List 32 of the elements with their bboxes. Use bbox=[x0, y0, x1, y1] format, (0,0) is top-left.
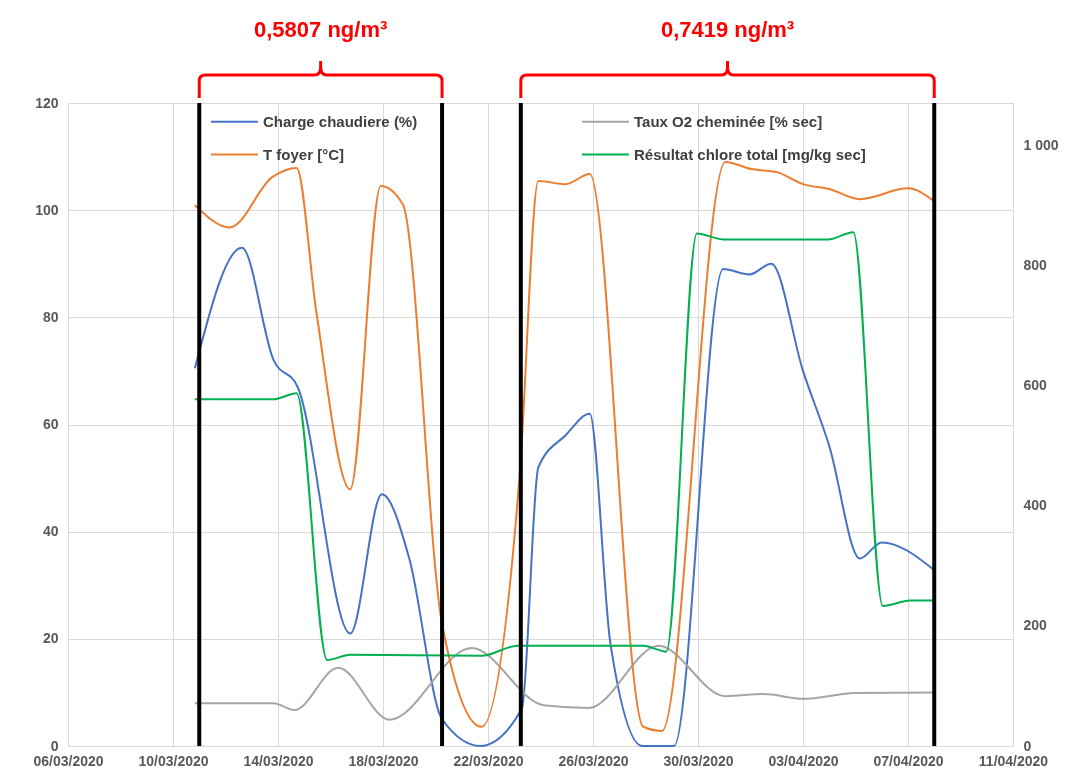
legend-label: T foyer [°C] bbox=[263, 145, 344, 163]
y-tick-label: 60 bbox=[42, 416, 59, 432]
x-tick-label: 30/03/2020 bbox=[663, 752, 734, 769]
y-tick-label: 120 bbox=[35, 94, 59, 111]
y-tick-label: 100 bbox=[35, 201, 59, 218]
y-tick-label: 40 bbox=[42, 523, 59, 540]
x-tick-label: 10/03/2020 bbox=[138, 752, 209, 769]
x-tick-label: 07/04/2020 bbox=[873, 752, 944, 769]
legend-label: Charge chaudiere (%) bbox=[263, 112, 418, 130]
y-tick-label: 80 bbox=[42, 308, 59, 325]
text: 0,5807 ng/m³ bbox=[254, 17, 388, 42]
x-tick-label: 14/03/2020 bbox=[243, 752, 314, 769]
legend-label: Taux O2 cheminée [% sec] bbox=[634, 112, 823, 130]
y2-tick-label: 400 bbox=[1023, 497, 1048, 514]
legend-label: Résultat chlore total [mg/kg sec] bbox=[634, 145, 866, 163]
x-tick-label: 22/03/2020 bbox=[453, 752, 524, 769]
x-tick-label: 03/04/2020 bbox=[768, 752, 839, 769]
y2-tick-label: 800 bbox=[1023, 256, 1048, 273]
y2-tick-label: 0 bbox=[1023, 737, 1032, 754]
y-tick-label: 20 bbox=[42, 630, 59, 647]
y-tick-label: 0 bbox=[50, 737, 59, 754]
line-series bbox=[193, 246, 935, 747]
x-tick-label: 18/03/2020 bbox=[348, 752, 419, 769]
line-series bbox=[193, 644, 935, 721]
y2-tick-label: 600 bbox=[1023, 376, 1048, 393]
y2-tick-label: 1 000 bbox=[1023, 136, 1059, 153]
x-tick-label: 11/04/2020 bbox=[978, 752, 1049, 769]
text: 0,7419 ng/m³ bbox=[660, 17, 795, 42]
x-tick-label: 06/03/2020 bbox=[33, 752, 104, 769]
y2-tick-label: 200 bbox=[1023, 617, 1048, 634]
line-series bbox=[193, 231, 935, 662]
x-tick-label: 26/03/2020 bbox=[558, 752, 629, 769]
